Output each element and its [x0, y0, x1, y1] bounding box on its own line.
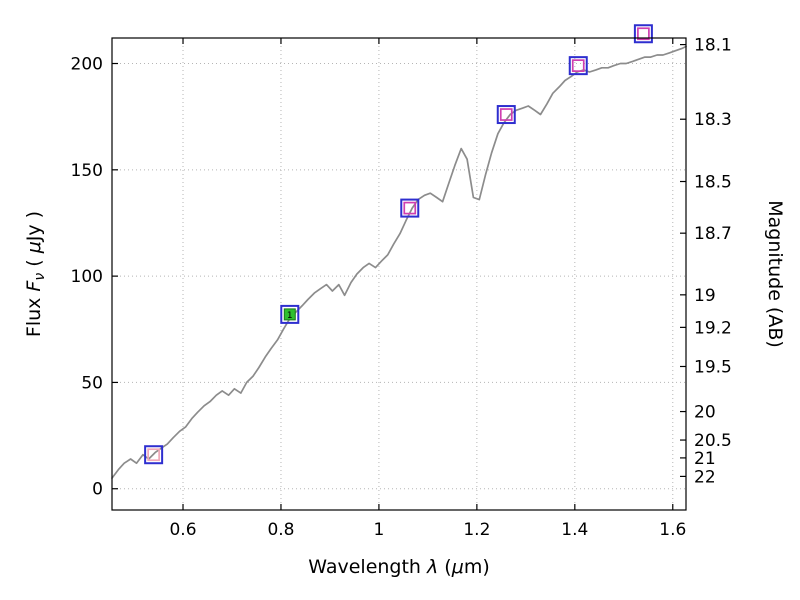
mag-tick-label: 19 — [694, 286, 716, 306]
photometry-marker-inner — [499, 108, 513, 121]
photometry-marker-outer — [568, 56, 588, 76]
photometry-marker-outer — [400, 198, 420, 218]
mag-tick-label: 21 — [694, 449, 716, 469]
photometry-marker-outer — [280, 304, 300, 324]
y-axis-label-part: ν — [32, 273, 48, 281]
mag-tick-label: 18.1 — [694, 36, 732, 56]
x-tick-label: 0.8 — [267, 520, 294, 540]
mag-tick-label: 20 — [694, 403, 716, 423]
plot-border — [111, 37, 687, 511]
mag-tick-label: 18.5 — [694, 173, 732, 193]
x-tick-label: 0.6 — [169, 520, 196, 540]
photometry-marker-inner — [147, 448, 160, 462]
x-tick-label: 1.2 — [463, 520, 490, 540]
right-axis-label: Magnitude (AB) — [764, 200, 786, 348]
spectrum-line — [111, 45, 687, 479]
x-axis-label-part: m) — [464, 556, 490, 578]
mag-tick-label: 18.7 — [694, 224, 732, 244]
y-axis-label-part: Jy ) — [23, 211, 45, 242]
x-axis-label-part: λ — [426, 556, 438, 578]
x-axis-label-part: Wavelength — [308, 556, 427, 578]
y-axis-label-part: Flux — [23, 292, 45, 338]
x-tick-label: 1.4 — [561, 520, 588, 540]
y-tick-label: 200 — [71, 55, 103, 75]
x-axis-label: Wavelength λ (μm) — [308, 556, 489, 578]
y-tick-label: 0 — [92, 480, 103, 500]
y-axis-label-part: ( — [23, 253, 45, 273]
photometry-marker-outer — [496, 105, 516, 125]
x-tick-label: 1.6 — [659, 520, 686, 540]
mag-tick-label: 20.5 — [694, 431, 732, 451]
x-tick-label: 1 — [374, 520, 385, 540]
photometry-marker-outer — [633, 24, 653, 44]
y-tick-label: 150 — [71, 161, 103, 181]
mag-tick-label: 18.3 — [694, 110, 732, 130]
marker-label: 1 — [287, 311, 293, 321]
mag-tick-label: 19.5 — [694, 357, 732, 377]
x-axis-label-part: ( — [438, 556, 451, 578]
y-axis-label-part: μ — [23, 241, 45, 254]
y-tick-label: 100 — [71, 267, 103, 287]
x-axis-label-part: μ — [451, 556, 464, 578]
mag-tick-label: 22 — [694, 467, 716, 487]
mag-tick-label: 19.2 — [694, 318, 732, 338]
y-axis-label-part: F — [23, 280, 45, 292]
photometry-marker-inner — [571, 59, 585, 72]
photometry-marker-inner — [403, 201, 417, 215]
y-tick-label: 50 — [81, 373, 103, 393]
y-axis-label: Flux Fν ( μJy ) — [23, 211, 48, 337]
photometry-marker-inner — [637, 27, 650, 41]
photometry-marker-outer — [144, 445, 164, 465]
photometry-marker-fill — [283, 308, 296, 321]
